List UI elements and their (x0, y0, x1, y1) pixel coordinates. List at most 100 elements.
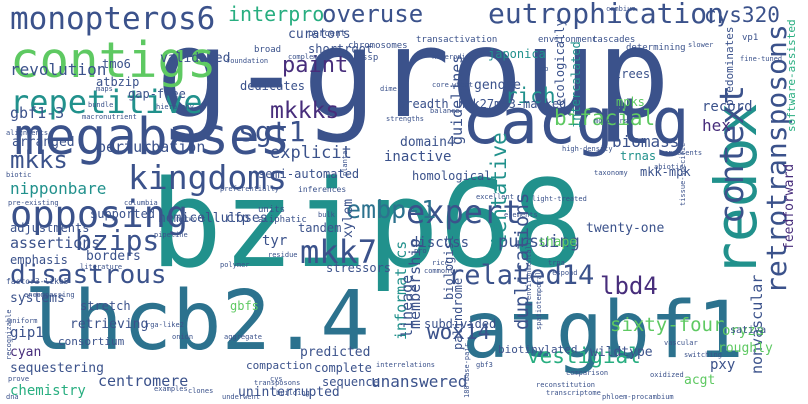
cloud-word: pursuing (498, 232, 580, 252)
cloud-word: transcriptome (546, 389, 601, 397)
cloud-word: predominates (723, 26, 736, 106)
cloud-word: pro (414, 247, 427, 255)
cloud-word: palindrome (451, 277, 465, 350)
cloud-word: dedicates (240, 79, 306, 93)
cloud-word: contigs (10, 32, 217, 89)
cloud-word: explicit (270, 143, 352, 163)
cloud-word: centromere (98, 372, 189, 390)
cloud-word: fine-tuned (740, 55, 783, 63)
cloud-word: environmentally (525, 236, 533, 300)
cloud-word: unanswered (371, 372, 468, 391)
cloud-word: hemicelluloses (158, 211, 268, 226)
cloud-word: light-treated (532, 195, 587, 203)
cloud-word: phloem-procambium (602, 393, 674, 401)
cloud-word: planta (341, 150, 349, 176)
cloud-word: tissue-specific (679, 142, 687, 206)
cloud-word: taxonomy (594, 169, 628, 177)
cloud-word: inferences (298, 185, 347, 194)
cloud-word: cfp (226, 211, 250, 226)
cloud-word: network (176, 215, 206, 223)
cloud-word: h3k27me3-marked (458, 97, 567, 111)
cloud-word: respond (548, 269, 578, 277)
cloud-word: lbd4 (600, 272, 658, 300)
cloud-word: compaction (246, 359, 313, 372)
cloud-word: interrelations (376, 361, 436, 369)
cloud-word: eutrophication (488, 0, 725, 30)
cloud-word: tyr (262, 233, 288, 249)
cloud-word: validated (160, 51, 231, 66)
cloud-word: perturbation (97, 138, 206, 156)
cloud-word: core (432, 81, 449, 89)
cloud-word: sgt1 (238, 115, 306, 148)
cloud-word: japonica (488, 47, 546, 61)
cloud-word: comparison (566, 369, 609, 377)
cloud-word: complete (314, 361, 372, 375)
cloud-word: lhcb2.4 (24, 274, 370, 369)
cloud-word: transactivation (416, 35, 498, 45)
cloud-word: complement (288, 53, 331, 61)
cloud-word: disastrous (10, 260, 167, 290)
cloud-word: cascades (592, 35, 636, 45)
cloud-word: pipeline (154, 231, 188, 239)
cloud-word: mkkks (270, 98, 340, 124)
cloud-word: gip1 (10, 325, 44, 341)
cloud-word: stressors (326, 261, 392, 275)
cloud-word: hex (702, 116, 731, 135)
cloud-word: sequestering (10, 361, 104, 376)
cloud-word: wheat (452, 81, 474, 89)
cloud-word: biotic (6, 171, 32, 179)
cloud-word: record (702, 99, 753, 115)
cloud-word: 180-base-pair (463, 343, 471, 398)
cloud-word: tmo6 (102, 57, 131, 71)
cloud-word: strengths (386, 115, 424, 123)
cloud-word: trna (548, 259, 565, 267)
cloud-word: dimer (380, 85, 402, 93)
cloud-word: feedforward (782, 163, 797, 250)
cloud-word: cacgtg (462, 85, 690, 158)
cloud-word: adjustments (10, 221, 90, 235)
cloud-word: wox14 (427, 320, 491, 344)
cloud-word: uniform (8, 317, 38, 325)
cloud-word: recognizable (5, 309, 13, 360)
cloud-word: gap-free (128, 87, 186, 101)
cloud-word: spatiotemporal (535, 270, 543, 330)
cloud-word: semi-automated (258, 167, 360, 181)
cloud-word: intercalated (569, 41, 583, 128)
cloud-word: gbf3 (476, 361, 493, 369)
cloud-word: vestigial (527, 344, 641, 368)
cloud-word: switching (684, 351, 722, 359)
cloud-word: opposing (10, 193, 189, 236)
cloud-word: borders (86, 249, 141, 264)
cloud-word: cys320 (704, 3, 780, 27)
cloud-word: supported (90, 207, 156, 221)
cloud-word: units (258, 205, 286, 215)
cloud-word: oryza (722, 323, 765, 339)
cloud-word: breadth (398, 97, 449, 111)
cloud-word: mb (540, 65, 549, 73)
cloud-word: software-assisted (785, 19, 798, 132)
cloud-word: atbzip (96, 75, 140, 89)
cloud-word: gbf1-3 (10, 104, 65, 122)
cloud-word: encompassing (24, 291, 75, 299)
cloud-word: curators (288, 27, 351, 42)
cloud-word: overuse (322, 0, 424, 28)
cloud-word: predicted (300, 345, 371, 360)
cloud-word: percent (308, 29, 346, 39)
cloud-word: trnas (620, 149, 657, 163)
cloud-word: megabases (14, 108, 291, 167)
cloud-word: broad (254, 45, 282, 55)
cloud-word: biomass (612, 132, 680, 151)
cloud-word: lineage (398, 274, 416, 338)
cloud-word: ssp (362, 53, 379, 63)
cloud-word: atgbf1 (462, 286, 744, 376)
cloud-word: excellent (476, 193, 514, 201)
cloud-word: assertions (10, 234, 101, 252)
cloud-word: prove (8, 375, 30, 383)
cloud-word: paint (282, 53, 349, 78)
cloud-word: mkk7 (300, 233, 378, 271)
cloud-word: abiotic (654, 163, 684, 171)
cloud-word: oxidized (650, 371, 684, 379)
cloud-word: factor3-like5 (6, 277, 69, 286)
cloud-word: bzips (75, 224, 160, 257)
